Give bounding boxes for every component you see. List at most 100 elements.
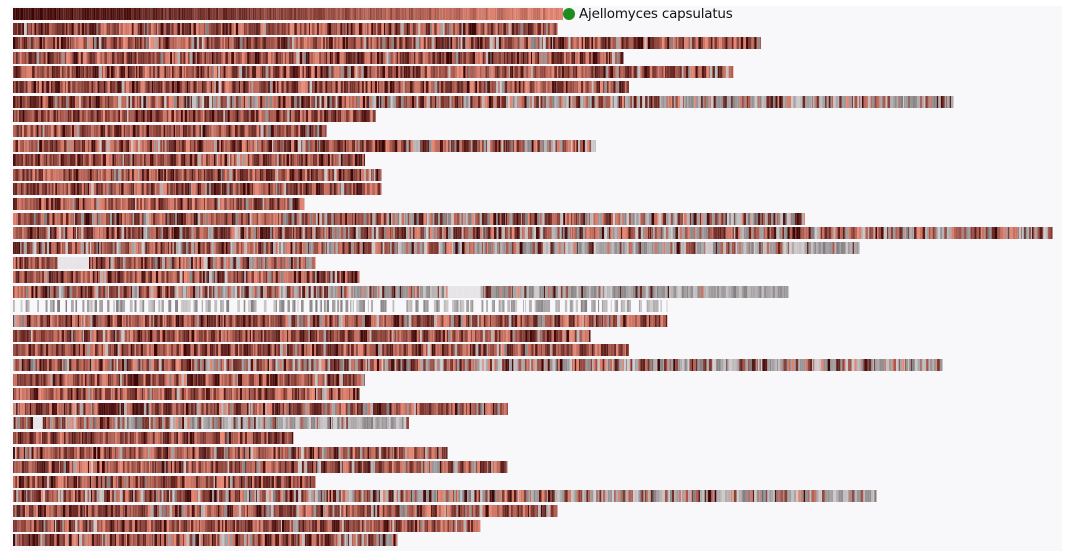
track-segment <box>289 140 292 152</box>
track-segment <box>670 213 673 225</box>
track-segment <box>688 66 691 78</box>
track-segment <box>299 183 303 195</box>
track-segment <box>235 81 237 93</box>
track-segment <box>89 8 92 20</box>
track-segment <box>427 96 430 108</box>
track-segment <box>569 227 572 239</box>
track-segment <box>23 227 27 239</box>
track-segment <box>383 213 386 225</box>
track-segment <box>61 110 65 122</box>
track-segment <box>363 8 366 20</box>
track-segment <box>394 8 396 20</box>
track-segment <box>67 227 70 239</box>
track-segment <box>266 8 269 20</box>
track-segment <box>259 169 262 181</box>
track-segment <box>252 169 256 181</box>
track-segment <box>30 23 33 35</box>
track-segment <box>65 169 67 181</box>
track-segment <box>283 8 285 20</box>
track-segment <box>202 125 206 137</box>
track-segment <box>216 140 220 152</box>
track-segment <box>32 169 36 181</box>
track-segment <box>283 110 285 122</box>
track-segment <box>89 183 92 195</box>
track-segment <box>184 23 187 35</box>
track-segment <box>152 52 155 64</box>
track-segment <box>503 140 505 152</box>
track-segment <box>322 140 326 152</box>
track-segment <box>327 52 330 64</box>
track-segment <box>223 154 225 166</box>
track-segment <box>531 140 534 152</box>
track-segment <box>224 154 228 166</box>
track-segment <box>166 140 169 152</box>
track-segment <box>17 8 20 20</box>
track-segment <box>48 154 51 166</box>
track-segment <box>268 66 271 78</box>
track-segment <box>72 125 75 137</box>
track-segment <box>45 125 47 137</box>
track-segment <box>601 213 604 225</box>
track-segment <box>93 125 96 137</box>
track-segment <box>533 23 537 35</box>
track-segment <box>532 8 536 20</box>
track-segment <box>304 8 307 20</box>
track-segment <box>358 81 360 93</box>
track-segment <box>310 52 314 64</box>
track-segment <box>624 213 627 225</box>
track-segment <box>672 96 674 108</box>
track-segment <box>356 52 358 64</box>
track-segment <box>955 227 958 239</box>
track-segment <box>60 154 63 166</box>
track-segment <box>372 81 375 93</box>
track-segment <box>134 52 137 64</box>
track-segment <box>215 8 217 20</box>
track-segment <box>651 227 652 239</box>
track-segment <box>309 52 311 64</box>
track-segment <box>109 213 111 225</box>
track-segment <box>460 81 462 93</box>
track-segment <box>116 23 120 35</box>
track-segment <box>201 183 203 195</box>
track-segment <box>87 154 89 166</box>
track-segment <box>196 81 198 93</box>
track-segment <box>42 23 46 35</box>
track-segment <box>130 198 133 210</box>
track-segment <box>175 154 179 166</box>
track-segment <box>77 81 81 93</box>
track-segment <box>728 37 732 49</box>
track-segment <box>527 52 529 64</box>
track-segment <box>574 66 576 78</box>
track-segment <box>457 66 459 78</box>
track-segment <box>719 37 722 49</box>
track-segment <box>81 81 84 93</box>
track-segment <box>168 125 172 137</box>
track-segment <box>61 66 64 78</box>
track-segment <box>624 81 627 93</box>
track-segment <box>472 37 474 49</box>
track-segment <box>60 66 62 78</box>
track-segment <box>640 96 643 108</box>
track-segment <box>853 96 855 108</box>
track-segment <box>1039 227 1043 239</box>
track-segment <box>376 37 378 49</box>
track-segment <box>160 198 164 210</box>
track-segment <box>50 183 52 195</box>
track-segment <box>168 140 171 152</box>
track-segment <box>262 183 266 195</box>
track-segment <box>373 169 375 181</box>
track-segment <box>333 81 336 93</box>
track-segment <box>23 140 25 152</box>
track-segment <box>299 169 303 181</box>
track-segment <box>668 213 670 225</box>
track-segment <box>729 227 731 239</box>
track-segment <box>20 23 23 35</box>
track-segment <box>286 66 289 78</box>
track-segment <box>278 96 281 108</box>
track-segment <box>206 96 210 108</box>
track-segment <box>219 140 222 152</box>
track-segment <box>346 81 349 93</box>
track-segment <box>325 81 328 93</box>
track-segment <box>249 52 252 64</box>
track-segment <box>563 81 567 93</box>
